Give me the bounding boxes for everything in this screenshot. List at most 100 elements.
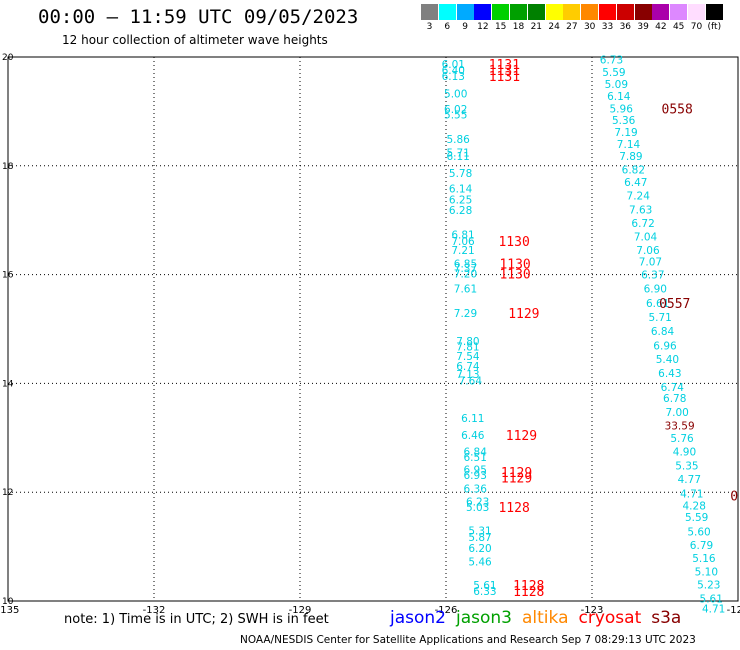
swh-value: 4.71 <box>680 488 703 500</box>
swh-value: 5.61 <box>700 593 723 605</box>
colorbar-swatch <box>634 4 652 20</box>
swh-value: 6.72 <box>631 218 654 230</box>
swh-value: 5.16 <box>692 553 716 565</box>
mission-label: jason2 <box>390 608 446 628</box>
time-label: 0557 <box>659 297 690 312</box>
swh-value: 6.51 <box>464 452 487 464</box>
time-label: 1131 <box>489 58 520 73</box>
swh-value: 6.74 <box>456 361 480 373</box>
swh-value: 6.33 <box>473 586 496 598</box>
swh-value: 7.07 <box>639 257 662 269</box>
colorbar-label: 42 <box>655 22 667 32</box>
swh-value: 7.20 <box>454 269 477 281</box>
x-tick-label: -120 <box>727 605 740 616</box>
swh-value: 6.46 <box>461 430 485 442</box>
mission-legend: jason2 jason3 altika cryosat s3a <box>390 608 691 628</box>
swh-value: 6.28 <box>449 205 472 217</box>
colorbar-swatch <box>456 4 474 20</box>
swh-value: 7.21 <box>451 245 474 257</box>
swh-value: 7.29 <box>454 308 477 320</box>
swh-value: 6.82 <box>622 165 645 177</box>
colorbar-label: (ft) <box>707 22 722 32</box>
x-tick-label: -126 <box>435 605 458 616</box>
swh-value: 6.36 <box>464 483 488 495</box>
swh-value: 4.71 <box>702 604 725 616</box>
swh-value: 6.84 <box>651 326 675 338</box>
swh-value: 7.81 <box>456 341 479 353</box>
swh-value: 5.86 <box>446 134 470 146</box>
colorbar-label: 18 <box>512 22 525 32</box>
y-tick-label: 10 <box>2 597 14 607</box>
swh-value: 7.00 <box>665 407 688 419</box>
swh-value: 6.02 <box>444 104 467 116</box>
swh-value: 7.13 <box>456 369 479 381</box>
swh-value: 5.03 <box>466 502 489 514</box>
colorbar-swatch <box>581 4 599 20</box>
colorbar-swatch <box>527 4 545 20</box>
swh-value: 7.06 <box>451 236 475 248</box>
mission-label: jason3 <box>456 608 512 628</box>
data-points: 6.016.406.135.006.025.555.865.716.115.78… <box>442 55 726 616</box>
chart-subtitle: 12 hour collection of altimeter wave hei… <box>62 33 328 47</box>
swh-value: 6.43 <box>658 368 681 380</box>
colorbar-swatch <box>474 4 492 20</box>
colorbar-swatch <box>670 4 688 20</box>
swh-value: 6.74 <box>661 382 685 394</box>
time-label: 1129 <box>501 466 532 481</box>
swh-value: 6.81 <box>451 229 474 241</box>
swh-value: 7.54 <box>456 351 480 363</box>
swh-value: 5.59 <box>685 512 708 524</box>
x-tick-label: -123 <box>581 605 604 616</box>
time-label: 1131 <box>489 64 520 79</box>
grid <box>8 57 738 601</box>
swh-value: 6.61 <box>646 298 669 310</box>
colorbar-swatch <box>563 4 581 20</box>
swh-value: 7.14 <box>617 139 641 151</box>
swh-value: 33.59 <box>665 420 695 432</box>
swh-value: 6.13 <box>442 71 465 83</box>
swh-value: 5.55 <box>444 110 467 122</box>
y-tick-label: 12 <box>2 488 13 498</box>
colorbar-label: 15 <box>494 22 507 32</box>
swh-value: 5.61 <box>473 580 496 592</box>
colorbar-label: 24 <box>548 22 560 32</box>
swh-value: 6.14 <box>607 91 631 103</box>
swh-value: 6.11 <box>461 413 484 425</box>
colorbar-swatch <box>438 4 456 20</box>
time-label: 1130 <box>499 258 530 273</box>
swh-value: 4.28 <box>683 500 706 512</box>
colorbar-label: 39 <box>637 22 649 32</box>
footer-credit: NOAA/NESDIS Center for Satellite Applica… <box>240 634 696 646</box>
swh-value: 5.46 <box>468 556 492 568</box>
swh-value: 5.60 <box>687 526 710 538</box>
colorbar-swatch <box>652 4 670 20</box>
colorbar-swatch <box>492 4 510 20</box>
swh-value: 7.80 <box>456 336 479 348</box>
colorbar-label: 12 <box>477 22 489 32</box>
axes: -135 -132 -129 -126 -123 -120 10 12 14 16 18 20 <box>0 53 740 616</box>
time-label: 1129 <box>501 472 532 487</box>
swh-value: 6.85 <box>454 259 477 271</box>
colorbar-swatch <box>688 4 705 20</box>
swh-value: 7.63 <box>629 204 652 216</box>
y-tick-label: 20 <box>2 53 14 63</box>
swh-value: 7.89 <box>619 151 642 163</box>
plot-frame <box>7 56 739 602</box>
swh-value: 4.90 <box>673 446 696 458</box>
swh-value: 4.77 <box>678 474 701 486</box>
time-labels: 1131113111310558113011301130055711291129… <box>489 58 738 600</box>
swh-value: 7.19 <box>614 127 637 139</box>
swh-value: 5.10 <box>695 567 718 579</box>
colorbar-label: 33 <box>601 22 614 32</box>
time-label: 1128 <box>498 501 529 516</box>
swh-value: 6.40 <box>442 65 465 77</box>
time-label: 1129 <box>508 307 539 322</box>
chart-title: 00:00 – 11:59 UTC 09/05/2023 <box>38 6 359 28</box>
time-label: 0558 <box>662 103 693 118</box>
swh-value: 5.31 <box>468 525 491 537</box>
swh-value: 6.37 <box>641 270 664 282</box>
swh-value: 7.04 <box>634 232 658 244</box>
time-label: 1128 <box>513 579 544 594</box>
swh-value: 5.76 <box>670 433 694 445</box>
